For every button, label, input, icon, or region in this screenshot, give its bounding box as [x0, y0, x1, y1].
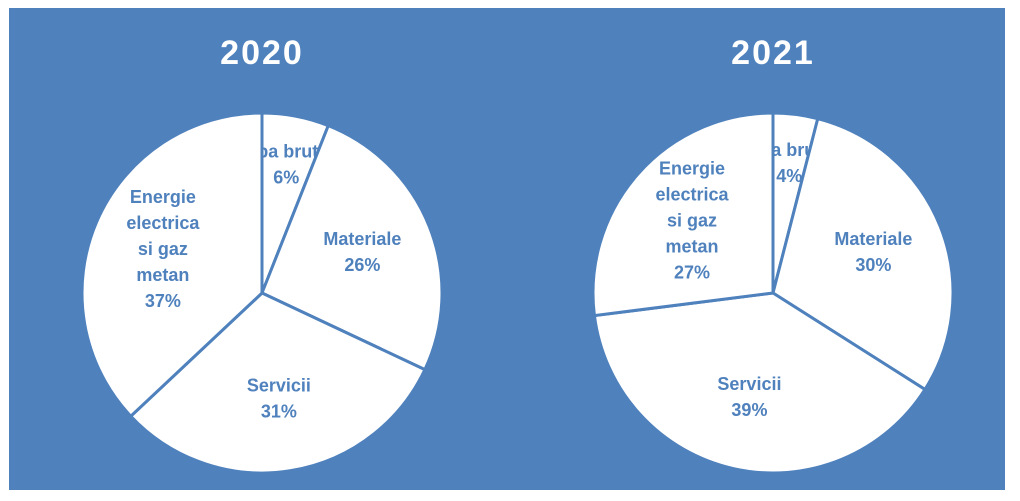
value-label: 26% [344, 255, 380, 275]
slice-label: Materiale 26% [323, 229, 401, 275]
value-label: 6% [273, 167, 299, 187]
pie-slice [260, 123, 444, 372]
slice-label: Energie electrica si gaz metan 37% [126, 187, 200, 311]
chart-title: 2020 [220, 34, 304, 72]
category-label: Materiale [323, 229, 401, 249]
pie-slice [592, 291, 928, 475]
slice-label: Energie electrica si gaz metan 27% [655, 158, 729, 282]
category-label: metan [665, 236, 718, 256]
category-label: Energie [130, 187, 196, 207]
category-label: si gaz [667, 210, 717, 230]
chart-title: 2021 [731, 34, 815, 72]
value-label: 27% [674, 262, 710, 282]
category-label: Materiale [834, 229, 912, 249]
slice-label: Materiale 30% [834, 229, 912, 275]
pie-slice [591, 111, 775, 318]
value-label: 4% [776, 166, 802, 186]
value-label: 37% [145, 291, 181, 311]
slice-label: Apa bruta 6% [244, 141, 329, 187]
category-label: Servicii [247, 375, 311, 395]
category-label: Apa bruta [244, 141, 329, 161]
pie-slice [80, 111, 264, 419]
category-label: metan [136, 265, 189, 285]
pie-slice [771, 116, 955, 392]
category-label: electrica [655, 184, 729, 204]
slice-label: Servicii 31% [247, 375, 311, 421]
slice-label: Servicii 39% [717, 374, 781, 420]
value-label: 31% [261, 401, 297, 421]
pie-slice [128, 291, 427, 475]
value-label: 30% [855, 255, 891, 275]
category-label: Energie [659, 158, 725, 178]
category-label: electrica [126, 213, 200, 233]
category-label: Servicii [717, 374, 781, 394]
value-label: 39% [731, 400, 767, 420]
category-label: si gaz [138, 239, 188, 259]
